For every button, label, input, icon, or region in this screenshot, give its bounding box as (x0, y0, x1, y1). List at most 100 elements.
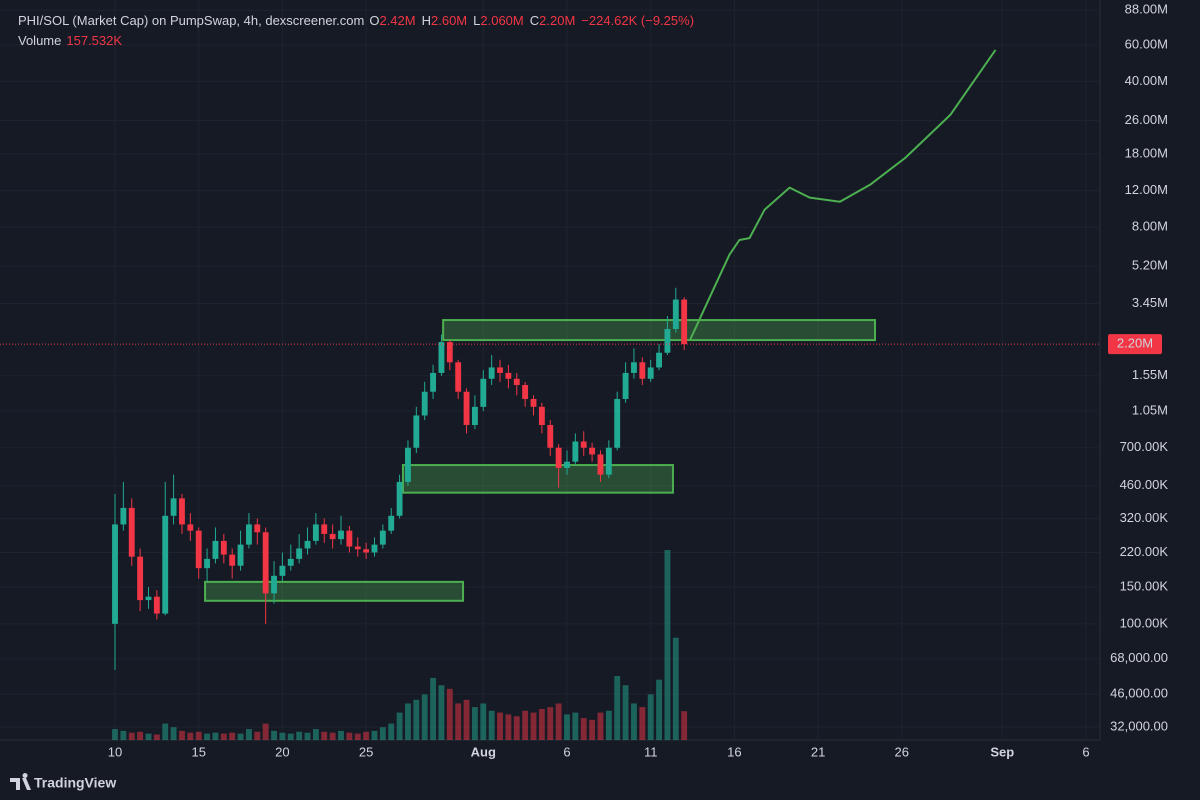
candle-body (204, 558, 211, 569)
candle-body (329, 533, 336, 540)
volume-bar (271, 730, 277, 740)
candle-body (622, 372, 629, 399)
candle-body (112, 524, 118, 624)
volume-bar (321, 731, 328, 740)
y-tick-label: 8.00M (1132, 219, 1168, 234)
zone (204, 580, 465, 602)
volume-bar (153, 734, 160, 740)
zone (401, 464, 674, 494)
volume-bar (262, 723, 269, 740)
candle-body (497, 367, 503, 373)
candle-body (672, 299, 679, 329)
candle-body (480, 378, 487, 407)
candle-body (128, 507, 135, 557)
volume-bar (338, 730, 344, 740)
change: −224.62K (−9.25%) (581, 13, 694, 28)
volume-bar (455, 703, 462, 740)
x-tick-label: 11 (644, 744, 658, 759)
candle-body (187, 524, 194, 531)
volume-bar (379, 727, 386, 740)
volume-bar (296, 731, 303, 740)
candle-body (338, 530, 344, 540)
ohlc-value: 2.060M (480, 13, 523, 28)
volume-bar (538, 708, 545, 740)
y-tick-label: 32,000.00 (1110, 718, 1168, 733)
x-tick-label: 26 (895, 744, 909, 759)
candle-body (137, 556, 144, 601)
volume-bar (463, 699, 470, 740)
projection-line (689, 49, 997, 341)
x-tick-label: 10 (108, 744, 122, 759)
volume-bar (622, 685, 629, 740)
candle-body (162, 515, 169, 614)
volume-bar (413, 699, 420, 740)
candle-body (346, 530, 353, 547)
candle-body (614, 398, 621, 448)
logo-icon (10, 773, 31, 790)
volume-bar (287, 733, 294, 740)
candle-body (438, 342, 445, 373)
volume-bar (179, 730, 185, 740)
volume-bar (446, 688, 453, 740)
volume-bar (497, 712, 503, 740)
y-tick-label: 60.00M (1125, 36, 1168, 51)
candle-body (237, 544, 244, 566)
brand-logo: TradingView (10, 773, 116, 791)
y-tick-label: 40.00M (1125, 73, 1168, 88)
volume-bar (438, 685, 445, 740)
volume-bar (346, 732, 353, 740)
volume-bar (547, 707, 554, 740)
y-tick-label: 18.00M (1125, 145, 1168, 160)
candle-body (195, 530, 202, 569)
candle-body (522, 385, 529, 399)
candle-body (296, 548, 303, 559)
x-tick-label: 6 (1082, 744, 1089, 759)
candle-body (639, 362, 646, 379)
y-tick-label: 26.00M (1125, 112, 1168, 127)
y-tick-label: 46,000.00 (1110, 686, 1168, 701)
candle-body (304, 540, 311, 549)
candle-body (371, 544, 378, 553)
x-tick-label: 16 (727, 744, 741, 759)
volume-bar (513, 716, 520, 740)
ohlc-key: O (369, 13, 379, 28)
candle-body (145, 596, 152, 601)
ohlc-key: C (530, 13, 539, 28)
volume-bar (405, 703, 411, 740)
candle-body (212, 540, 219, 559)
volume-bar (639, 707, 646, 740)
volume-bar (204, 733, 211, 740)
volume-bar (597, 712, 604, 740)
candle-body (170, 498, 177, 516)
candle-body (647, 367, 654, 379)
volume-bar (112, 729, 118, 740)
volume-bar (605, 710, 612, 740)
volume-bar (237, 733, 244, 740)
candle-body (580, 441, 587, 448)
volume-bar (589, 719, 596, 740)
volume-bar (187, 732, 194, 740)
y-tick-label: 5.20M (1132, 258, 1168, 273)
volume-bar (664, 550, 671, 740)
y-tick-label: 12.00M (1125, 182, 1168, 197)
ohlc-value: 2.20M (539, 13, 575, 28)
volume-bar (564, 714, 570, 740)
candle-body (513, 378, 520, 386)
y-tick-label: 700.00K (1120, 439, 1169, 454)
volume-bar (647, 694, 654, 740)
volume-bar (363, 731, 370, 740)
volume-bar (120, 730, 127, 740)
candle-body (271, 575, 277, 594)
candle-body (446, 342, 453, 363)
volume-bar (128, 732, 135, 740)
price-label-box (1108, 334, 1162, 355)
symbol: PHI/SOL (Market Cap) on PumpSwap, 4h, de… (18, 13, 364, 28)
x-tick-label: 25 (359, 744, 373, 759)
y-tick-label: 68,000.00 (1110, 650, 1168, 665)
volume-bar (279, 732, 286, 740)
candle-body (279, 565, 286, 576)
x-tick-label: Aug (471, 744, 496, 759)
x-tick-label: 15 (191, 744, 205, 759)
volume-bar (572, 712, 579, 740)
